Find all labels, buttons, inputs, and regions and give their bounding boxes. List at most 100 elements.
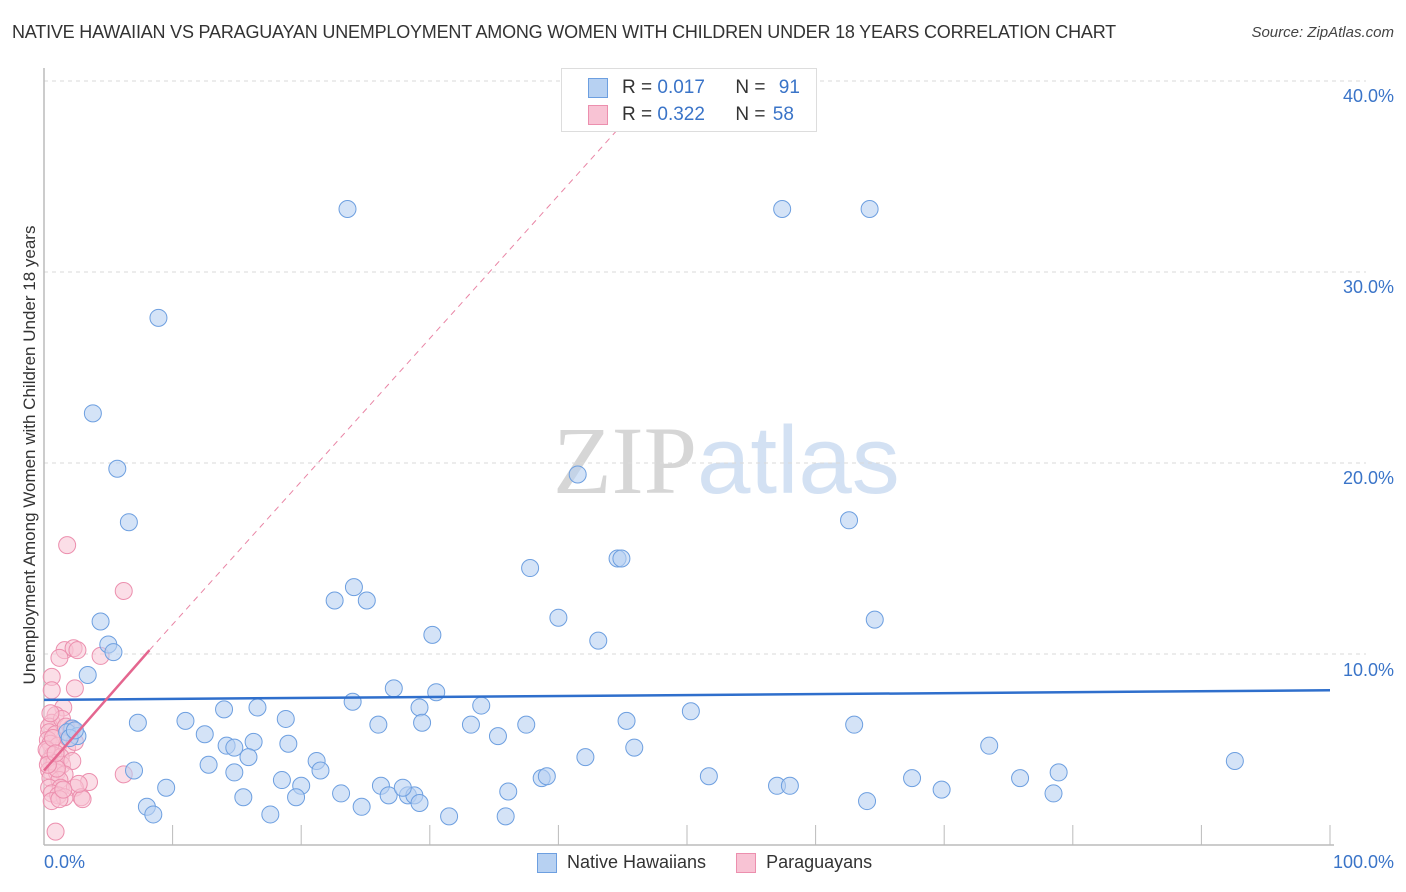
legend-item-native-hawaiians[interactable]: Native Hawaiians xyxy=(537,852,706,873)
y-axis-label: Unemployment Among Women with Children U… xyxy=(20,225,39,685)
n-label: N = xyxy=(735,77,766,98)
native-hawaiian-point xyxy=(865,610,884,629)
legend-item-paraguayans[interactable]: Paraguayans xyxy=(736,852,872,873)
native-hawaiian-point xyxy=(325,591,344,610)
r-label: R = xyxy=(622,104,653,125)
paraguayan-point xyxy=(46,822,65,841)
native-hawaiian-trendline xyxy=(43,689,1331,702)
series-legend: Native Hawaiians Paraguayans xyxy=(537,852,902,873)
native-hawaiian-point xyxy=(1044,784,1063,803)
native-hawaiian-point xyxy=(840,511,859,530)
r-label: R = xyxy=(622,77,653,98)
native-hawaiian-point xyxy=(338,199,357,218)
native-hawaiian-point xyxy=(699,767,718,786)
native-hawaiian-point xyxy=(176,711,195,730)
x-tick-100: 100.0% xyxy=(1332,852,1394,872)
chart-title: NATIVE HAWAIIAN VS PARAGUAYAN UNEMPLOYME… xyxy=(12,22,1116,42)
native-hawaiian-point xyxy=(932,780,951,799)
n-value: 91 xyxy=(778,77,800,98)
native-hawaiian-point xyxy=(1011,769,1030,788)
paraguayan-point xyxy=(58,536,77,555)
native-hawaiian-point xyxy=(461,715,480,734)
native-hawaiian-point xyxy=(195,725,214,744)
y-tick-40: 40.0% xyxy=(1342,86,1394,106)
native-hawaiian-point xyxy=(903,769,922,788)
native-hawaiian-point xyxy=(276,709,295,728)
watermark: ZIPatlas xyxy=(553,407,900,514)
native-hawaiian-point xyxy=(384,679,403,698)
r-value: 0.017 xyxy=(657,77,705,98)
native-hawaiian-point xyxy=(128,713,147,732)
native-hawaiian-point xyxy=(157,778,176,797)
native-hawaiian-point xyxy=(773,199,792,218)
native-hawaiian-point xyxy=(845,715,864,734)
native-hawaiian-point xyxy=(440,807,459,826)
native-hawaiian-point xyxy=(104,643,123,662)
legend-label: Paraguayans xyxy=(766,852,873,872)
native-hawaiian-point xyxy=(279,734,298,753)
native-hawaiian-point xyxy=(612,549,631,568)
native-hawaiian-point xyxy=(589,631,608,650)
paraguayan-trendline-extension xyxy=(149,80,662,651)
n-label: N = xyxy=(735,104,766,125)
native-hawaiian-point xyxy=(272,771,291,790)
native-hawaiian-point xyxy=(344,578,363,597)
native-hawaiian-point xyxy=(239,748,258,767)
native-hawaiian-point xyxy=(248,698,267,717)
native-hawaiian-point xyxy=(1225,751,1244,770)
paraguayan-point xyxy=(41,704,60,723)
native-hawaiian-point xyxy=(357,591,376,610)
native-hawaiian-point xyxy=(521,559,540,578)
native-hawaiian-point xyxy=(119,513,138,532)
source-label: Source: ZipAtlas.com xyxy=(1251,24,1394,41)
native-hawaiian-point xyxy=(617,711,636,730)
native-hawaiian-point xyxy=(215,700,234,719)
native-hawaiian-point xyxy=(517,715,536,734)
native-hawaiian-point xyxy=(379,786,398,805)
blue-swatch-icon xyxy=(588,78,608,98)
native-hawaiian-point xyxy=(332,784,351,803)
legend-row-native-hawaiians: R = 0.017 N = 91 xyxy=(588,77,800,99)
native-hawaiian-point xyxy=(410,698,429,717)
legend-row-paraguayans: R = 0.322 N = 58 xyxy=(588,104,794,126)
x-tick-0: 0.0% xyxy=(44,852,86,872)
native-hawaiian-point xyxy=(83,404,102,423)
native-hawaiian-point xyxy=(352,797,371,816)
native-hawaiian-point xyxy=(549,608,568,627)
paraguayan-point xyxy=(65,679,84,698)
native-hawaiian-point xyxy=(488,727,507,746)
native-hawaiian-point xyxy=(393,778,412,797)
native-hawaiian-point xyxy=(311,761,330,780)
native-hawaiian-point xyxy=(244,732,263,751)
native-hawaiian-point xyxy=(261,805,280,824)
native-hawaiian-point xyxy=(410,793,429,812)
blue-swatch-icon xyxy=(537,852,557,873)
native-hawaiian-point xyxy=(625,738,644,757)
native-hawaiian-point xyxy=(780,776,799,795)
paraguayan-point xyxy=(68,641,87,660)
paraguayan-point xyxy=(42,681,61,700)
native-hawaiian-point xyxy=(343,692,362,711)
native-hawaiian-point xyxy=(413,713,432,732)
native-hawaiian-point xyxy=(980,736,999,755)
correlation-legend: R = 0.017 N = 91 R = 0.322 N = 58 xyxy=(561,68,817,132)
paraguayan-point xyxy=(69,774,88,793)
native-hawaiian-point xyxy=(287,788,306,807)
native-hawaiian-point xyxy=(108,459,127,478)
native-hawaiian-point xyxy=(858,792,877,811)
native-hawaiian-point xyxy=(499,782,518,801)
paraguayan-point xyxy=(46,744,65,763)
y-tick-30: 30.0% xyxy=(1342,277,1394,297)
native-hawaiian-point xyxy=(568,465,587,484)
native-hawaiian-point xyxy=(681,702,700,721)
native-hawaiian-point xyxy=(149,308,168,327)
native-hawaiian-point xyxy=(225,738,244,757)
native-hawaiian-point xyxy=(125,761,144,780)
native-hawaiian-point xyxy=(860,199,879,218)
native-hawaiian-point xyxy=(199,755,218,774)
y-tick-20: 20.0% xyxy=(1342,468,1394,488)
legend-label: Native Hawaiians xyxy=(567,852,707,872)
paraguayan-point xyxy=(50,648,69,667)
native-hawaiian-point xyxy=(496,807,515,826)
